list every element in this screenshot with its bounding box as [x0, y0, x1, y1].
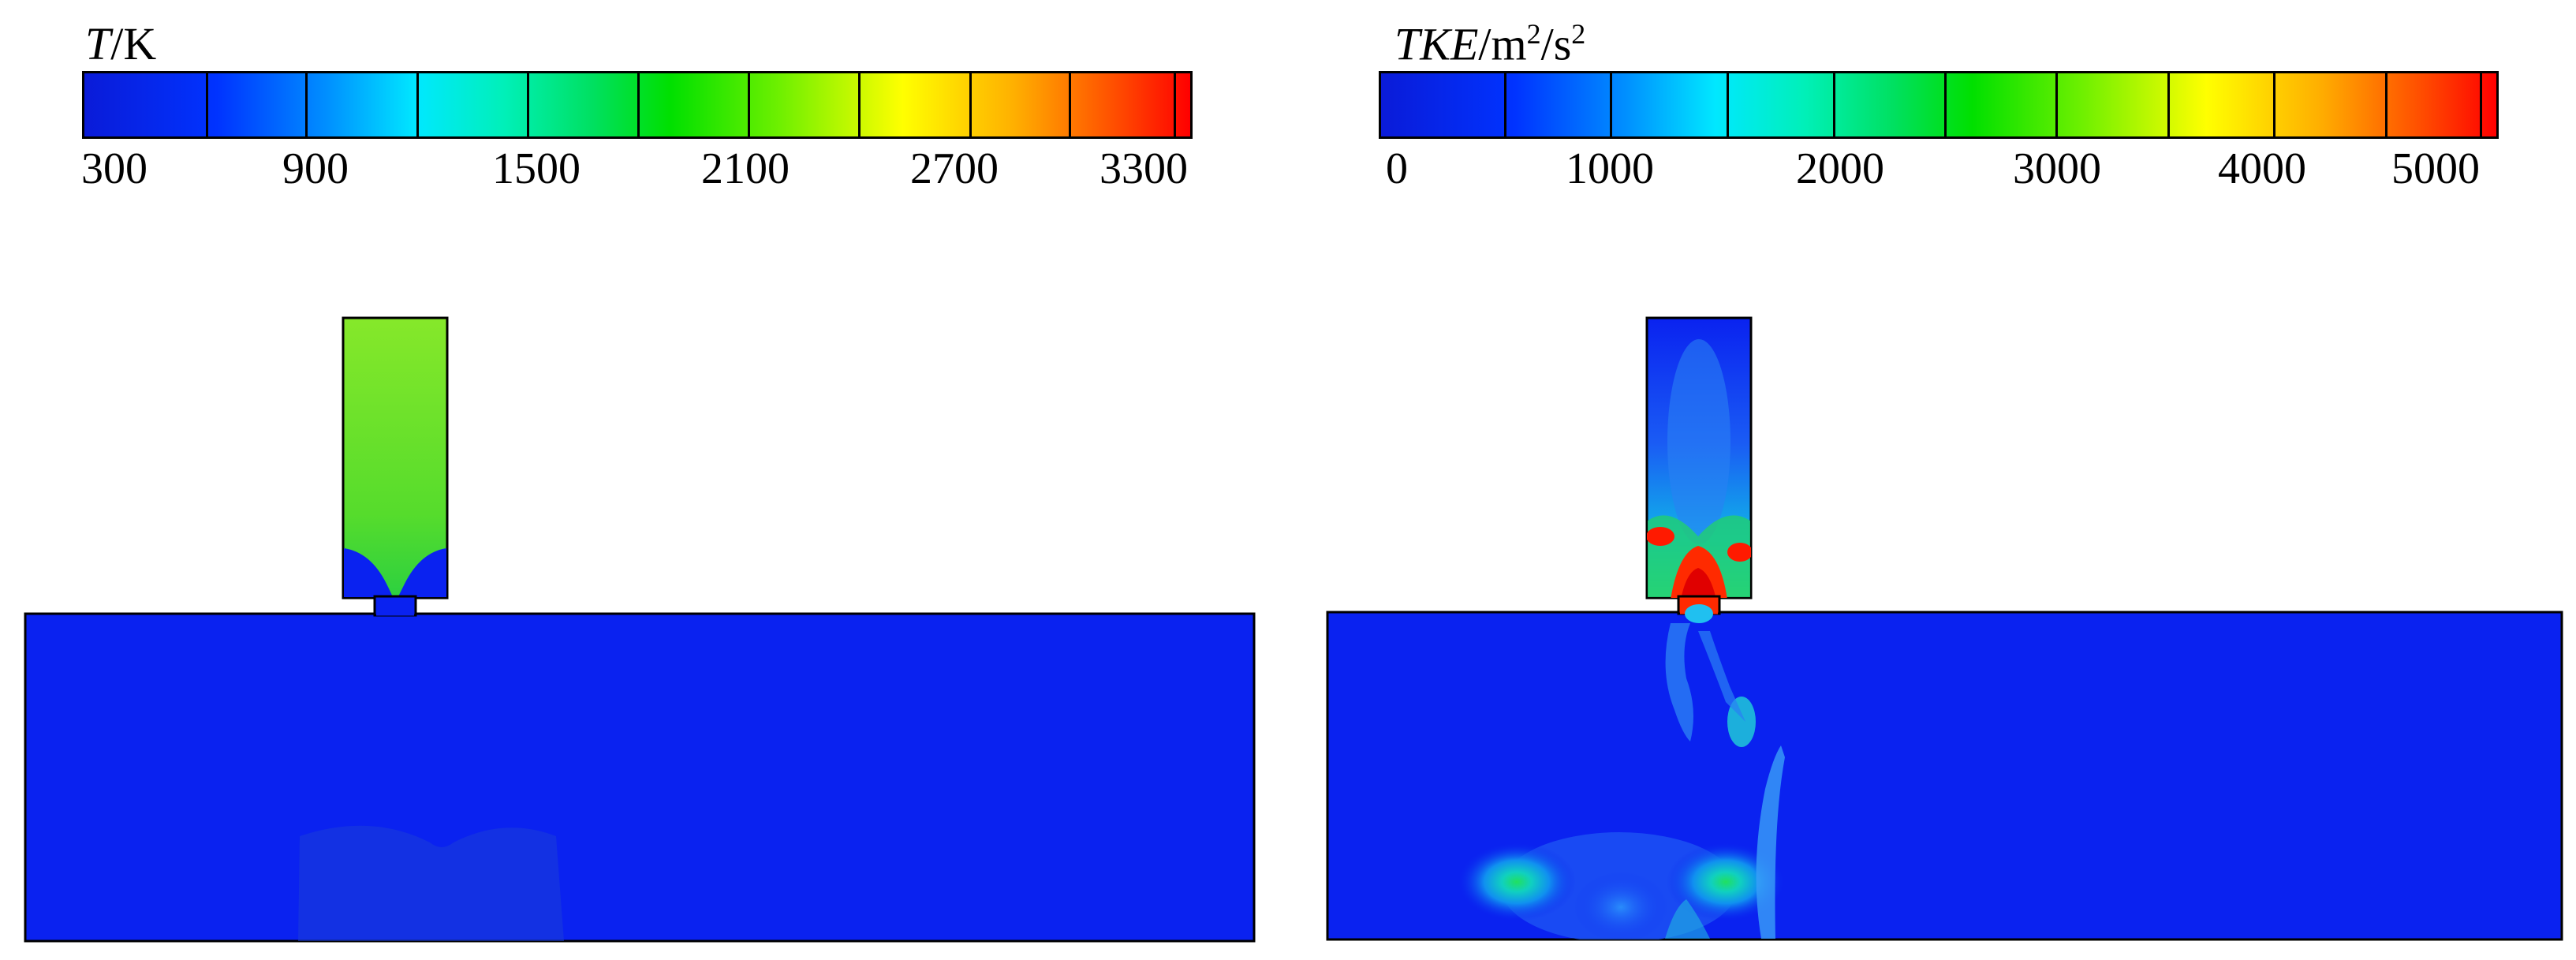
tke-tick-label: 1000 [1566, 144, 1654, 193]
tke-symbol: TKE [1394, 18, 1479, 70]
chamber-domain [24, 612, 1256, 943]
cold-jet-region [344, 548, 446, 603]
temperature-symbol: T [85, 18, 111, 69]
hot-spot-left [1647, 527, 1674, 546]
tke-tick-label: 5000 [2391, 144, 2480, 193]
temperature-colorbar [82, 71, 1193, 139]
vortex-left [1458, 842, 1576, 921]
temperature-tick-label: 300 [81, 144, 147, 193]
temperature-tick-label: 1500 [492, 144, 581, 193]
temperature-panel: T/K 300 900 1500 2100 2700 3300 [24, 17, 1256, 943]
tke-tick-label: 2000 [1796, 144, 1884, 193]
tke-contour-plot [1326, 316, 2563, 941]
hot-spot-right [1727, 543, 1751, 562]
temperature-unit: /K [110, 18, 157, 69]
tke-tick-label: 0 [1386, 144, 1408, 193]
tke-colorbar-title: TKE/m2/s2 [1394, 18, 1586, 70]
plume-streak [1756, 745, 1785, 939]
tke-tick-label: 4000 [2218, 144, 2306, 193]
temperature-contour-plot [24, 316, 1256, 943]
vortex-right [1667, 842, 1785, 921]
temperature-tick-label: 2100 [701, 144, 790, 193]
inlet-tube [342, 316, 449, 600]
temperature-tick-label: 900 [282, 144, 349, 193]
warm-region [298, 825, 564, 941]
temperature-colorbar-title: T/K [85, 17, 156, 70]
jet-streak [1665, 623, 1693, 741]
temperature-tick-label: 2700 [910, 144, 999, 193]
tke-colorbar [1379, 71, 2499, 139]
tke-tick-label: 3000 [2013, 144, 2101, 193]
tke-panel: TKE/m2/s2 0 1000 2000 3000 4000 5000 [1288, 0, 2576, 960]
temperature-tick-label: 3300 [1099, 144, 1188, 193]
